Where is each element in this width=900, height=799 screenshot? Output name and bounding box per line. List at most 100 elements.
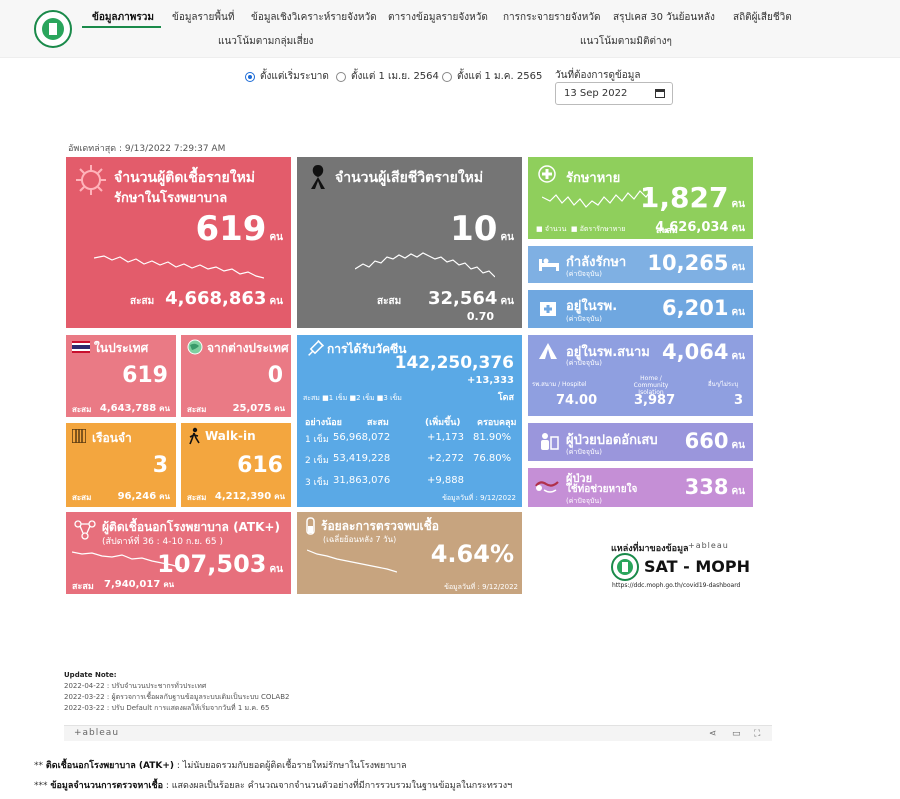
tableau-logo: +ableau — [688, 541, 729, 550]
fatality-rate: 0.70 — [466, 310, 494, 323]
row-dose: 1 เข็ม — [305, 435, 329, 445]
card-title: จำนวนผู้ติดเชื้อรายใหม่ — [114, 170, 256, 186]
col-value-other: 3 — [734, 393, 744, 408]
nav-tab-overview[interactable]: ข้อมูลภาพรวม — [92, 12, 154, 23]
cum-value: 96,246 คน — [117, 491, 170, 502]
nav-tab-province-analysis[interactable]: ข้อมูลเชิงวิเคราะห์รายจังหวัด — [251, 12, 377, 23]
nav-tab-death-stats[interactable]: สถิติผู้เสียชีวิต — [733, 12, 792, 23]
col-header: อย่างน้อย — [305, 418, 342, 428]
card-value: 338 คน — [684, 475, 745, 499]
walking-person-icon — [189, 427, 200, 445]
date-input[interactable]: 13 Sep 2022 — [555, 82, 673, 105]
radio-label: ตั้งแต่ 1 ม.ค. 2565 — [457, 71, 543, 82]
card-vaccine[interactable]: การได้รับวัคซีน 142,250,376 +13,333 โดส … — [297, 335, 522, 507]
card-subtitle: (เฉลี่ยย้อนหลัง 7 วัน) — [323, 535, 397, 544]
card-abroad[interactable]: จากต่างประเทศ 0 สะสม 25,075 คน — [181, 335, 291, 417]
radio-label: ตั้งแต่ 1 เม.ย. 2564 — [351, 71, 439, 82]
row-cum: 53,419,228 — [333, 453, 391, 464]
nav-tab-dimensions[interactable]: แนวโน้มตามมิติต่างๆ — [580, 36, 672, 47]
nav-tab-distribution[interactable]: การกระจายรายจังหวัด — [503, 12, 601, 23]
radio-since-apr-2564[interactable]: ตั้งแต่ 1 เม.ย. 2564 — [336, 69, 439, 84]
col-header: สะสม — [367, 418, 389, 428]
cum-value: 32,564 คน — [428, 288, 514, 309]
nav-tab-province-table[interactable]: ตารางข้อมูลรายจังหวัด — [388, 12, 488, 23]
card-value: 660 คน — [684, 429, 745, 453]
nav-tab-30day[interactable]: สรุปเคส 30 วันย้อนหลัง — [613, 12, 715, 23]
card-in-hospital[interactable]: อยู่ในรพ. (ค่าปัจจุบัน) 6,201 คน — [528, 290, 753, 328]
card-new-cases[interactable]: จำนวนผู้ติดเชื้อรายใหม่ รักษาในโรงพยาบาล… — [66, 157, 291, 328]
trend-sparkline — [307, 549, 397, 573]
fullscreen-icon[interactable]: ⛶ — [754, 729, 761, 739]
card-value: 6,201 คน — [662, 296, 745, 320]
nav-tab-risk-group[interactable]: แนวโน้มตามกลุ่มเสี่ยง — [218, 36, 314, 47]
thai-flag-icon — [72, 341, 90, 353]
row-inc: +1,173 — [427, 432, 465, 443]
nav-active-underline — [82, 26, 161, 28]
card-subtitle: (ค่าปัจจุบัน) — [566, 270, 602, 278]
cum-label: สะสม — [130, 296, 155, 307]
card-title: อยู่ในรพ.สนาม — [566, 345, 650, 360]
col-header: ครอบคลุม — [477, 418, 517, 428]
ministry-logo-icon — [34, 10, 72, 48]
share-icon[interactable]: ⋖ — [709, 729, 717, 739]
card-title: ผู้ป่วยปอดอักเสบ — [566, 433, 658, 448]
card-recovered[interactable]: รักษาหาย 1,827 คน ■ จำนวน ■ อัตรารักษาหาย… — [528, 157, 753, 239]
trend-sparkline — [355, 252, 495, 278]
card-title: เรือนจำ — [92, 431, 132, 445]
card-treating[interactable]: กำลังรักษา (ค่าปัจจุบัน) 10,265 คน — [528, 246, 753, 283]
card-title: อยู่ในรพ. — [566, 299, 618, 314]
radio-since-outbreak[interactable]: ตั้งแต่เริ่มระบาด — [245, 69, 329, 84]
row-cov: 81.90% — [473, 432, 512, 443]
download-icon[interactable]: ▭ — [732, 729, 741, 739]
card-value: 4.64% — [430, 540, 514, 568]
update-note-title: Update Note: — [64, 671, 117, 679]
card-walk-in[interactable]: Walk-in 616 สะสม 4,212,390 คน — [181, 423, 291, 507]
as-of-date: ข้อมูลวันที่ : 9/12/2022 — [442, 494, 516, 502]
card-prison[interactable]: เรือนจำ 3 สะสม 96,246 คน — [66, 423, 176, 507]
footnote-atk: ** ติดเชื้อนอกโรงพยาบาล (ATK+) : ไม่นับย… — [34, 761, 407, 771]
card-new-deaths[interactable]: จำนวนผู้เสียชีวิตรายใหม่ 10 คน สะสม 32,56… — [297, 157, 522, 328]
card-ventilator[interactable]: ผู้ป่วย ใช้ท่อช่วยหายใจ (ค่าปัจจุบัน) 33… — [528, 468, 753, 507]
nav-tab-area[interactable]: ข้อมูลรายพื้นที่ — [172, 12, 235, 23]
card-domestic[interactable]: ในประเทศ 619 สะสม 4,643,788 คน — [66, 335, 176, 417]
radio-since-jan-2565[interactable]: ตั้งแต่ 1 ม.ค. 2565 — [442, 69, 542, 84]
update-note-line: 2022-03-22 : ผู้ตรวจการเชื้อผลกับฐานข้อม… — [64, 693, 290, 701]
row-dose: 2 เข็ม — [305, 456, 329, 466]
as-of-date: ข้อมูลวันที่ : 9/12/2022 — [444, 583, 518, 591]
card-pneumonia[interactable]: ผู้ป่วยปอดอักเสบ (ค่าปัจจุบัน) 660 คน — [528, 423, 753, 461]
card-field-hospital[interactable]: อยู่ในรพ.สนาม (ค่าปัจจุบัน) 4,064 คน รพ.ส… — [528, 335, 753, 416]
update-note-line: 2022-04-22 : ปรับจำนวนประชากรทั่วประเทศ — [64, 682, 207, 690]
card-atk[interactable]: ผู้ติดเชื้อนอกโรงพยาบาล (ATK+) (สัปดาห์ท… — [66, 512, 291, 594]
brand-sat-moph: SAT - MOPH — [644, 557, 750, 576]
cum-label: สะสม — [187, 493, 207, 502]
prison-bars-icon — [72, 429, 86, 443]
cum-label: สะสม — [72, 405, 92, 414]
card-value: 107,503 คน — [157, 550, 283, 578]
row-inc: +2,272 — [427, 453, 465, 464]
card-title: ผู้ติดเชื้อนอกโรงพยาบาล (ATK+) — [102, 520, 280, 534]
card-title-2: ใช้ท่อช่วยหายใจ — [566, 484, 638, 495]
top-nav: ข้อมูลภาพรวม ข้อมูลรายพื้นที่ ข้อมูลเชิง… — [0, 0, 900, 58]
card-title: ผู้ป่วย — [566, 472, 593, 485]
cum-label: สะสม — [72, 582, 94, 592]
syringe-icon — [308, 339, 325, 356]
virus-icon — [76, 165, 106, 195]
col-label-other: อื่นๆ/ไม่ระบุ — [708, 381, 739, 388]
card-positivity[interactable]: ร้อยละการตรวจพบเชื้อ (เฉลี่ยย้อนหลัง 7 ว… — [297, 512, 522, 594]
card-subtitle: (ค่าปัจจุบัน) — [566, 497, 602, 505]
card-title: จำนวนผู้เสียชีวิตรายใหม่ — [335, 170, 484, 186]
trend-sparkline — [542, 188, 652, 208]
radio-empty-icon — [442, 71, 452, 82]
source-url[interactable]: https://ddc.moph.go.th/covid19-dashboard — [612, 582, 741, 589]
cum-label: สะสม — [377, 296, 402, 307]
mourning-ribbon-icon — [311, 165, 325, 189]
card-title: รักษาหาย — [566, 171, 621, 186]
source-label: แหล่งที่มาของข้อมูล — [611, 544, 689, 554]
card-title: จากต่างประเทศ — [207, 341, 289, 355]
cum-value: 25,075 คน — [232, 403, 285, 414]
trend-sparkline — [72, 551, 182, 569]
tableau-toolbar-logo[interactable]: +ableau — [74, 728, 120, 738]
card-title: การได้รับวัคซีน — [327, 342, 407, 356]
calendar-icon[interactable] — [655, 89, 665, 98]
cum-label: สะสม — [72, 493, 92, 502]
